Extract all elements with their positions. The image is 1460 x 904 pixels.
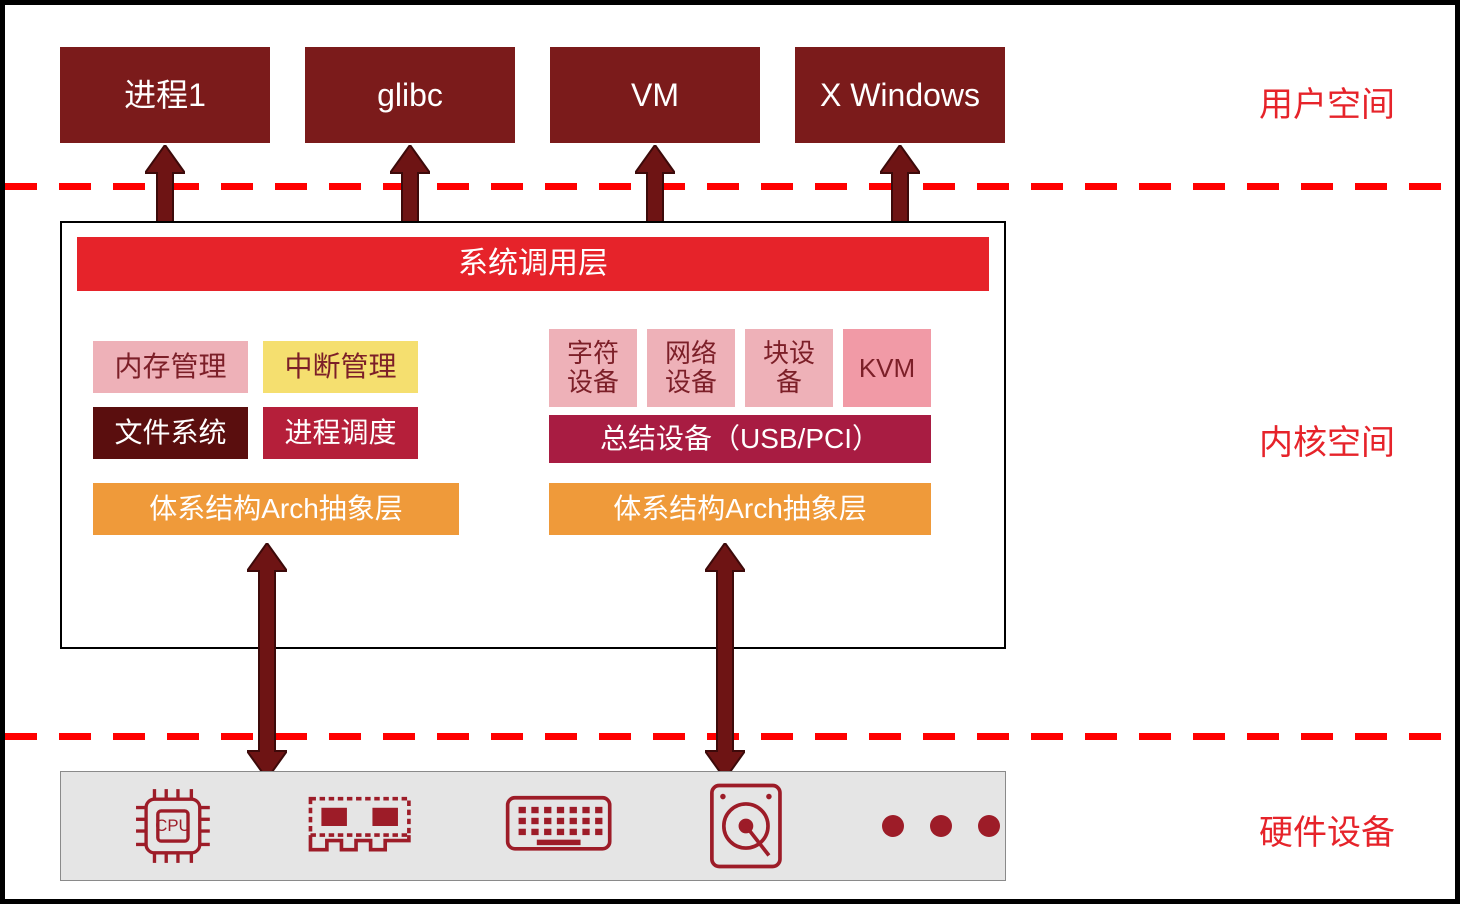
syscall-layer: 系统调用层 [77, 237, 989, 291]
box-bus: 总结设备（USB/PCI） [549, 415, 931, 463]
user-box-0: 进程1 [60, 47, 270, 143]
box-memory-mgmt: 内存管理 [93, 341, 248, 393]
box-interrupt: 中断管理 [263, 341, 418, 393]
ram-icon [305, 780, 414, 872]
label-hardware: 硬件设备 [1259, 805, 1395, 854]
box-arch-right: 体系结构Arch抽象层 [549, 483, 931, 535]
svg-text:CPU: CPU [155, 816, 190, 835]
label-kernel-space: 内核空间 [1259, 415, 1395, 464]
device-box-1: 网络 设备 [647, 329, 735, 407]
box-arch-left: 体系结构Arch抽象层 [93, 483, 459, 535]
device-box-2: 块设 备 [745, 329, 833, 407]
device-box-3: KVM [843, 329, 931, 407]
box-scheduler: 进程调度 [263, 407, 418, 459]
cpu-icon: CPU [131, 780, 215, 872]
user-box-1: glibc [305, 47, 515, 143]
user-box-3: X Windows [795, 47, 1005, 143]
diagram-frame: 用户空间 内核空间 硬件设备 进程1 glibc VM X Windows 系统调用层… [0, 0, 1460, 904]
device-box-0: 字符 设备 [549, 329, 637, 407]
disk-icon [704, 780, 788, 872]
keyboard-icon [504, 780, 613, 872]
hardware-bar: CPU [60, 771, 1006, 881]
arrow-bot-0 [247, 543, 287, 779]
divider-user-kernel [5, 183, 1455, 190]
dots-icon [877, 780, 1005, 872]
box-filesystem: 文件系统 [93, 407, 248, 459]
user-box-2: VM [550, 47, 760, 143]
arrow-bot-1 [705, 543, 745, 779]
label-user-space: 用户空间 [1259, 77, 1395, 126]
